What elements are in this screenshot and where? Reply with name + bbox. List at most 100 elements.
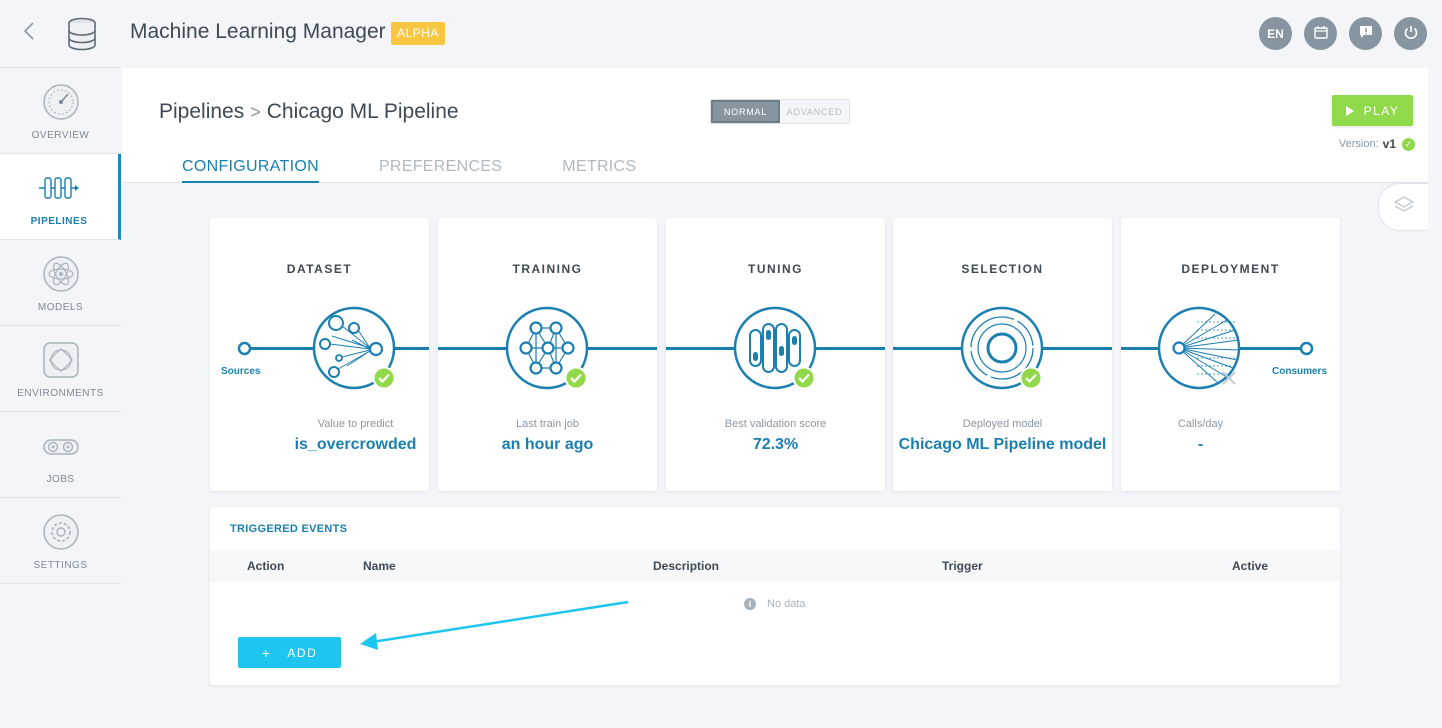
gauge-icon xyxy=(41,82,81,122)
info-icon: i xyxy=(744,598,756,610)
step-subtitle: Deployed model xyxy=(962,418,1043,430)
logout-button[interactable] xyxy=(1394,17,1427,50)
sidebar-item-label: PIPELINES xyxy=(30,216,88,227)
calendar-button[interactable] xyxy=(1304,17,1337,50)
gears-icon xyxy=(41,426,81,466)
breadcrumb-separator: > xyxy=(250,101,261,122)
layers-icon xyxy=(1393,195,1415,220)
mode-toggle: NORMAL ADVANCED xyxy=(710,99,850,124)
alpha-badge: ALPHA xyxy=(391,22,445,45)
events-title: TRIGGERED EVENTS xyxy=(230,523,348,535)
mode-normal-option[interactable]: NORMAL xyxy=(711,100,781,123)
step-subtitle: Value to predict xyxy=(317,418,394,430)
main-panel: Pipelines > Chicago ML Pipeline NORMAL A… xyxy=(122,68,1428,728)
step-value: is_overcrowded xyxy=(294,436,417,453)
sliders-icon xyxy=(733,306,819,392)
sources-node-icon xyxy=(237,341,252,356)
step-title: TRAINING xyxy=(512,262,583,276)
calendar-icon xyxy=(1313,24,1329,43)
back-chevron-icon[interactable] xyxy=(22,20,44,46)
version-value: v1 xyxy=(1382,137,1396,151)
add-button-label: ADD xyxy=(287,645,318,660)
sidebar-item-pipelines[interactable]: PIPELINES xyxy=(0,154,121,240)
feedback-button[interactable] xyxy=(1349,17,1382,50)
step-subtitle: Last train job xyxy=(516,418,579,430)
step-title: DATASET xyxy=(286,262,353,276)
step-value: an hour ago xyxy=(501,436,594,453)
play-icon xyxy=(1345,105,1354,116)
not-deployed-x-icon xyxy=(1222,371,1236,385)
app-title: Machine Learning Manager xyxy=(130,20,386,43)
step-subtitle: Best validation score xyxy=(724,418,827,430)
step-title: TUNING xyxy=(748,262,803,276)
step-card-selection[interactable]: SELECTION Deployed model Chicago ML Pipe… xyxy=(893,218,1112,491)
breadcrumb: Pipelines > Chicago ML Pipeline xyxy=(159,100,459,124)
neural-network-icon xyxy=(505,306,591,392)
step-value: 72.3% xyxy=(752,436,799,453)
consumers-node-label: Consumers xyxy=(1272,366,1328,377)
breadcrumb-current: Chicago ML Pipeline xyxy=(266,100,459,123)
sidebar-item-jobs[interactable]: JOBS xyxy=(0,412,121,498)
sidebar-item-label: SETTINGS xyxy=(33,560,88,571)
deployment-icon xyxy=(1157,306,1243,392)
step-subtitle: Calls/day xyxy=(1177,418,1224,430)
feedback-icon xyxy=(1358,24,1374,43)
events-table-header: Action Name Description Trigger Active xyxy=(210,550,1340,582)
pipeline-header: Pipelines > Chicago ML Pipeline NORMAL A… xyxy=(122,68,1428,183)
pipeline-steps: DATASET Sources xyxy=(210,218,1340,492)
power-icon xyxy=(1403,24,1419,43)
check-icon xyxy=(1019,366,1043,390)
sidebar-item-settings[interactable]: SETTINGS xyxy=(0,498,121,584)
sidebar-item-label: MODELS xyxy=(37,302,84,313)
database-icon xyxy=(64,16,100,52)
breadcrumb-root-link[interactable]: Pipelines xyxy=(159,100,245,123)
tab-preferences[interactable]: PREFERENCES xyxy=(378,158,503,175)
sidebar-item-environments[interactable]: ENVIRONMENTS xyxy=(0,326,121,412)
step-card-training[interactable]: TRAINING xyxy=(438,218,657,491)
tab-bar: CONFIGURATION PREFERENCES METRICS xyxy=(182,158,696,183)
sidebar-item-models[interactable]: MODELS xyxy=(0,240,121,326)
target-icon xyxy=(960,306,1046,392)
play-button[interactable]: PLAY xyxy=(1332,95,1413,126)
environment-icon xyxy=(41,340,81,380)
step-card-deployment[interactable]: DEPLOYMENT Consumers xyxy=(1121,218,1340,491)
step-value: Chicago ML Pipeline model xyxy=(898,436,1107,453)
mode-advanced-option[interactable]: ADVANCED xyxy=(780,100,849,123)
version-label: Version: xyxy=(1338,138,1379,150)
sidebar-item-overview[interactable]: OVERVIEW xyxy=(0,68,121,154)
step-value: - xyxy=(1197,436,1204,453)
sidebar-item-label: OVERVIEW xyxy=(31,130,90,141)
step-title: DEPLOYMENT xyxy=(1181,262,1280,276)
app-header: Machine Learning Manager ALPHA EN xyxy=(0,0,1442,67)
check-icon xyxy=(792,366,816,390)
step-title: SELECTION xyxy=(961,262,1044,276)
sidebar-item-label: ENVIRONMENTS xyxy=(17,388,104,399)
check-icon: ✓ xyxy=(1402,137,1415,151)
tab-metrics[interactable]: METRICS xyxy=(562,158,637,175)
step-card-tuning[interactable]: TUNING Best val xyxy=(666,218,885,491)
empty-state: i No data xyxy=(744,598,806,610)
check-icon xyxy=(372,366,396,390)
empty-state-text: No data xyxy=(767,598,806,610)
dataset-icon xyxy=(312,306,398,392)
column-header-trigger[interactable]: Trigger xyxy=(942,559,983,573)
consumers-node-icon xyxy=(1299,341,1314,356)
layers-button[interactable] xyxy=(1378,183,1428,231)
triggered-events-panel: TRIGGERED EVENTS Action Name Description… xyxy=(210,507,1340,685)
atom-icon xyxy=(41,254,81,294)
version-info: Version: v1 ✓ xyxy=(1332,137,1415,151)
pipeline-icon xyxy=(39,168,79,208)
column-header-active[interactable]: Active xyxy=(1232,559,1269,573)
sidebar: OVERVIEW PIPELINES MODELS ENVIRONMENTS J… xyxy=(0,67,121,584)
column-header-action[interactable]: Action xyxy=(247,559,285,573)
sources-node-label: Sources xyxy=(221,366,261,377)
column-header-description[interactable]: Description xyxy=(653,559,720,573)
step-card-dataset[interactable]: DATASET Sources xyxy=(210,218,429,491)
column-header-name[interactable]: Name xyxy=(363,559,396,573)
sidebar-item-label: JOBS xyxy=(46,474,75,485)
add-event-button[interactable]: + ADD xyxy=(238,637,341,668)
play-button-label: PLAY xyxy=(1363,103,1400,118)
plus-icon: + xyxy=(261,644,272,661)
tab-configuration[interactable]: CONFIGURATION xyxy=(182,158,319,183)
language-button[interactable]: EN xyxy=(1259,17,1292,50)
